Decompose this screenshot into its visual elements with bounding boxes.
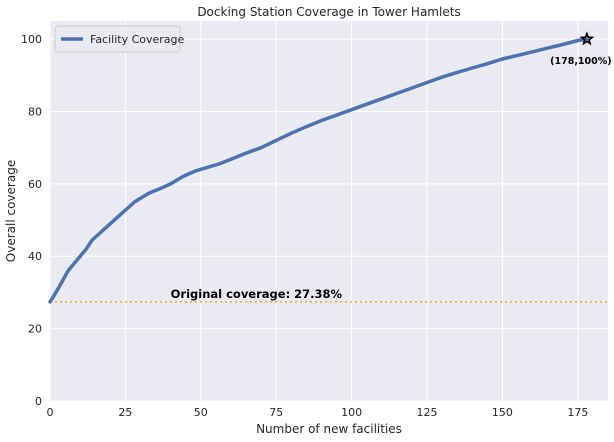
series-point <box>97 233 99 236</box>
series-point <box>79 255 81 257</box>
series-point <box>547 47 549 49</box>
series-point <box>109 223 111 225</box>
series-point <box>275 139 277 142</box>
series-point <box>351 109 353 111</box>
series-point <box>73 262 75 265</box>
series-line-facility-coverage <box>48 37 589 304</box>
y-tick-label: 100 <box>21 33 42 46</box>
end-point-star-marker <box>579 31 595 46</box>
x-axis-ticks: 0 25 50 75 100 125 150 175 <box>47 406 589 419</box>
x-tick-label: 125 <box>417 406 438 419</box>
series-point <box>206 166 208 169</box>
series-point <box>182 176 184 178</box>
series-point <box>121 212 123 214</box>
x-tick-label: 75 <box>269 406 283 419</box>
y-tick-label: 20 <box>28 323 42 336</box>
x-tick-label: 50 <box>194 406 208 419</box>
series-point <box>366 103 368 105</box>
y-tick-label: 60 <box>28 178 42 191</box>
original-coverage-label: Original coverage: 27.38% <box>171 287 343 301</box>
series-point <box>260 147 262 149</box>
series-point <box>103 228 105 230</box>
y-tick-label: 0 <box>35 395 42 408</box>
series-point <box>562 43 564 46</box>
series-point <box>381 98 383 100</box>
series-point <box>577 39 579 42</box>
chart-title: Docking Station Coverage in Tower Hamlet… <box>197 5 460 19</box>
x-axis-title: Number of new facilities <box>256 422 402 436</box>
series-point <box>157 188 160 190</box>
series-point <box>426 81 428 84</box>
series-point <box>245 152 247 154</box>
series-point <box>170 183 172 185</box>
series-point <box>127 206 130 208</box>
series-point <box>396 92 398 94</box>
x-tick-label: 175 <box>567 406 588 419</box>
series-point <box>441 76 443 78</box>
y-tick-label: 80 <box>28 105 42 118</box>
series-point <box>194 170 196 172</box>
y-axis-title: Overall coverage <box>4 160 18 262</box>
legend-label-facility-coverage: Facility Coverage <box>90 33 185 46</box>
series-point <box>486 63 488 65</box>
series-point <box>456 71 458 73</box>
series-point <box>85 248 87 250</box>
end-point-label: (178,100%) <box>550 56 611 67</box>
series-point <box>305 126 307 128</box>
series-point <box>471 67 473 69</box>
series-point <box>115 217 117 219</box>
x-tick-label: 0 <box>47 406 54 419</box>
legend: Facility Coverage <box>54 25 185 53</box>
series-point <box>501 58 504 60</box>
series-point <box>586 38 588 40</box>
series-point <box>148 192 151 194</box>
series-point <box>516 54 519 56</box>
series-point <box>133 201 136 203</box>
series-point <box>411 87 413 89</box>
x-tick-label: 150 <box>492 406 513 419</box>
x-tick-label: 100 <box>341 406 362 419</box>
series-point <box>55 291 57 294</box>
y-tick-label: 40 <box>28 250 42 263</box>
series-point <box>91 239 93 241</box>
plot-area <box>50 21 608 401</box>
series-point <box>67 270 69 272</box>
legend-box <box>54 25 181 53</box>
series-point <box>320 119 323 122</box>
series-point <box>335 114 338 116</box>
series-point <box>61 280 63 283</box>
series-point <box>531 51 534 53</box>
series-point <box>218 163 220 165</box>
series-point <box>139 197 142 199</box>
x-tick-label: 25 <box>118 406 132 419</box>
series-point <box>290 132 292 134</box>
y-axis-ticks: 0 20 40 60 80 100 <box>21 33 42 408</box>
series-point <box>230 158 232 160</box>
series-point <box>49 301 51 303</box>
series-points <box>49 38 588 303</box>
